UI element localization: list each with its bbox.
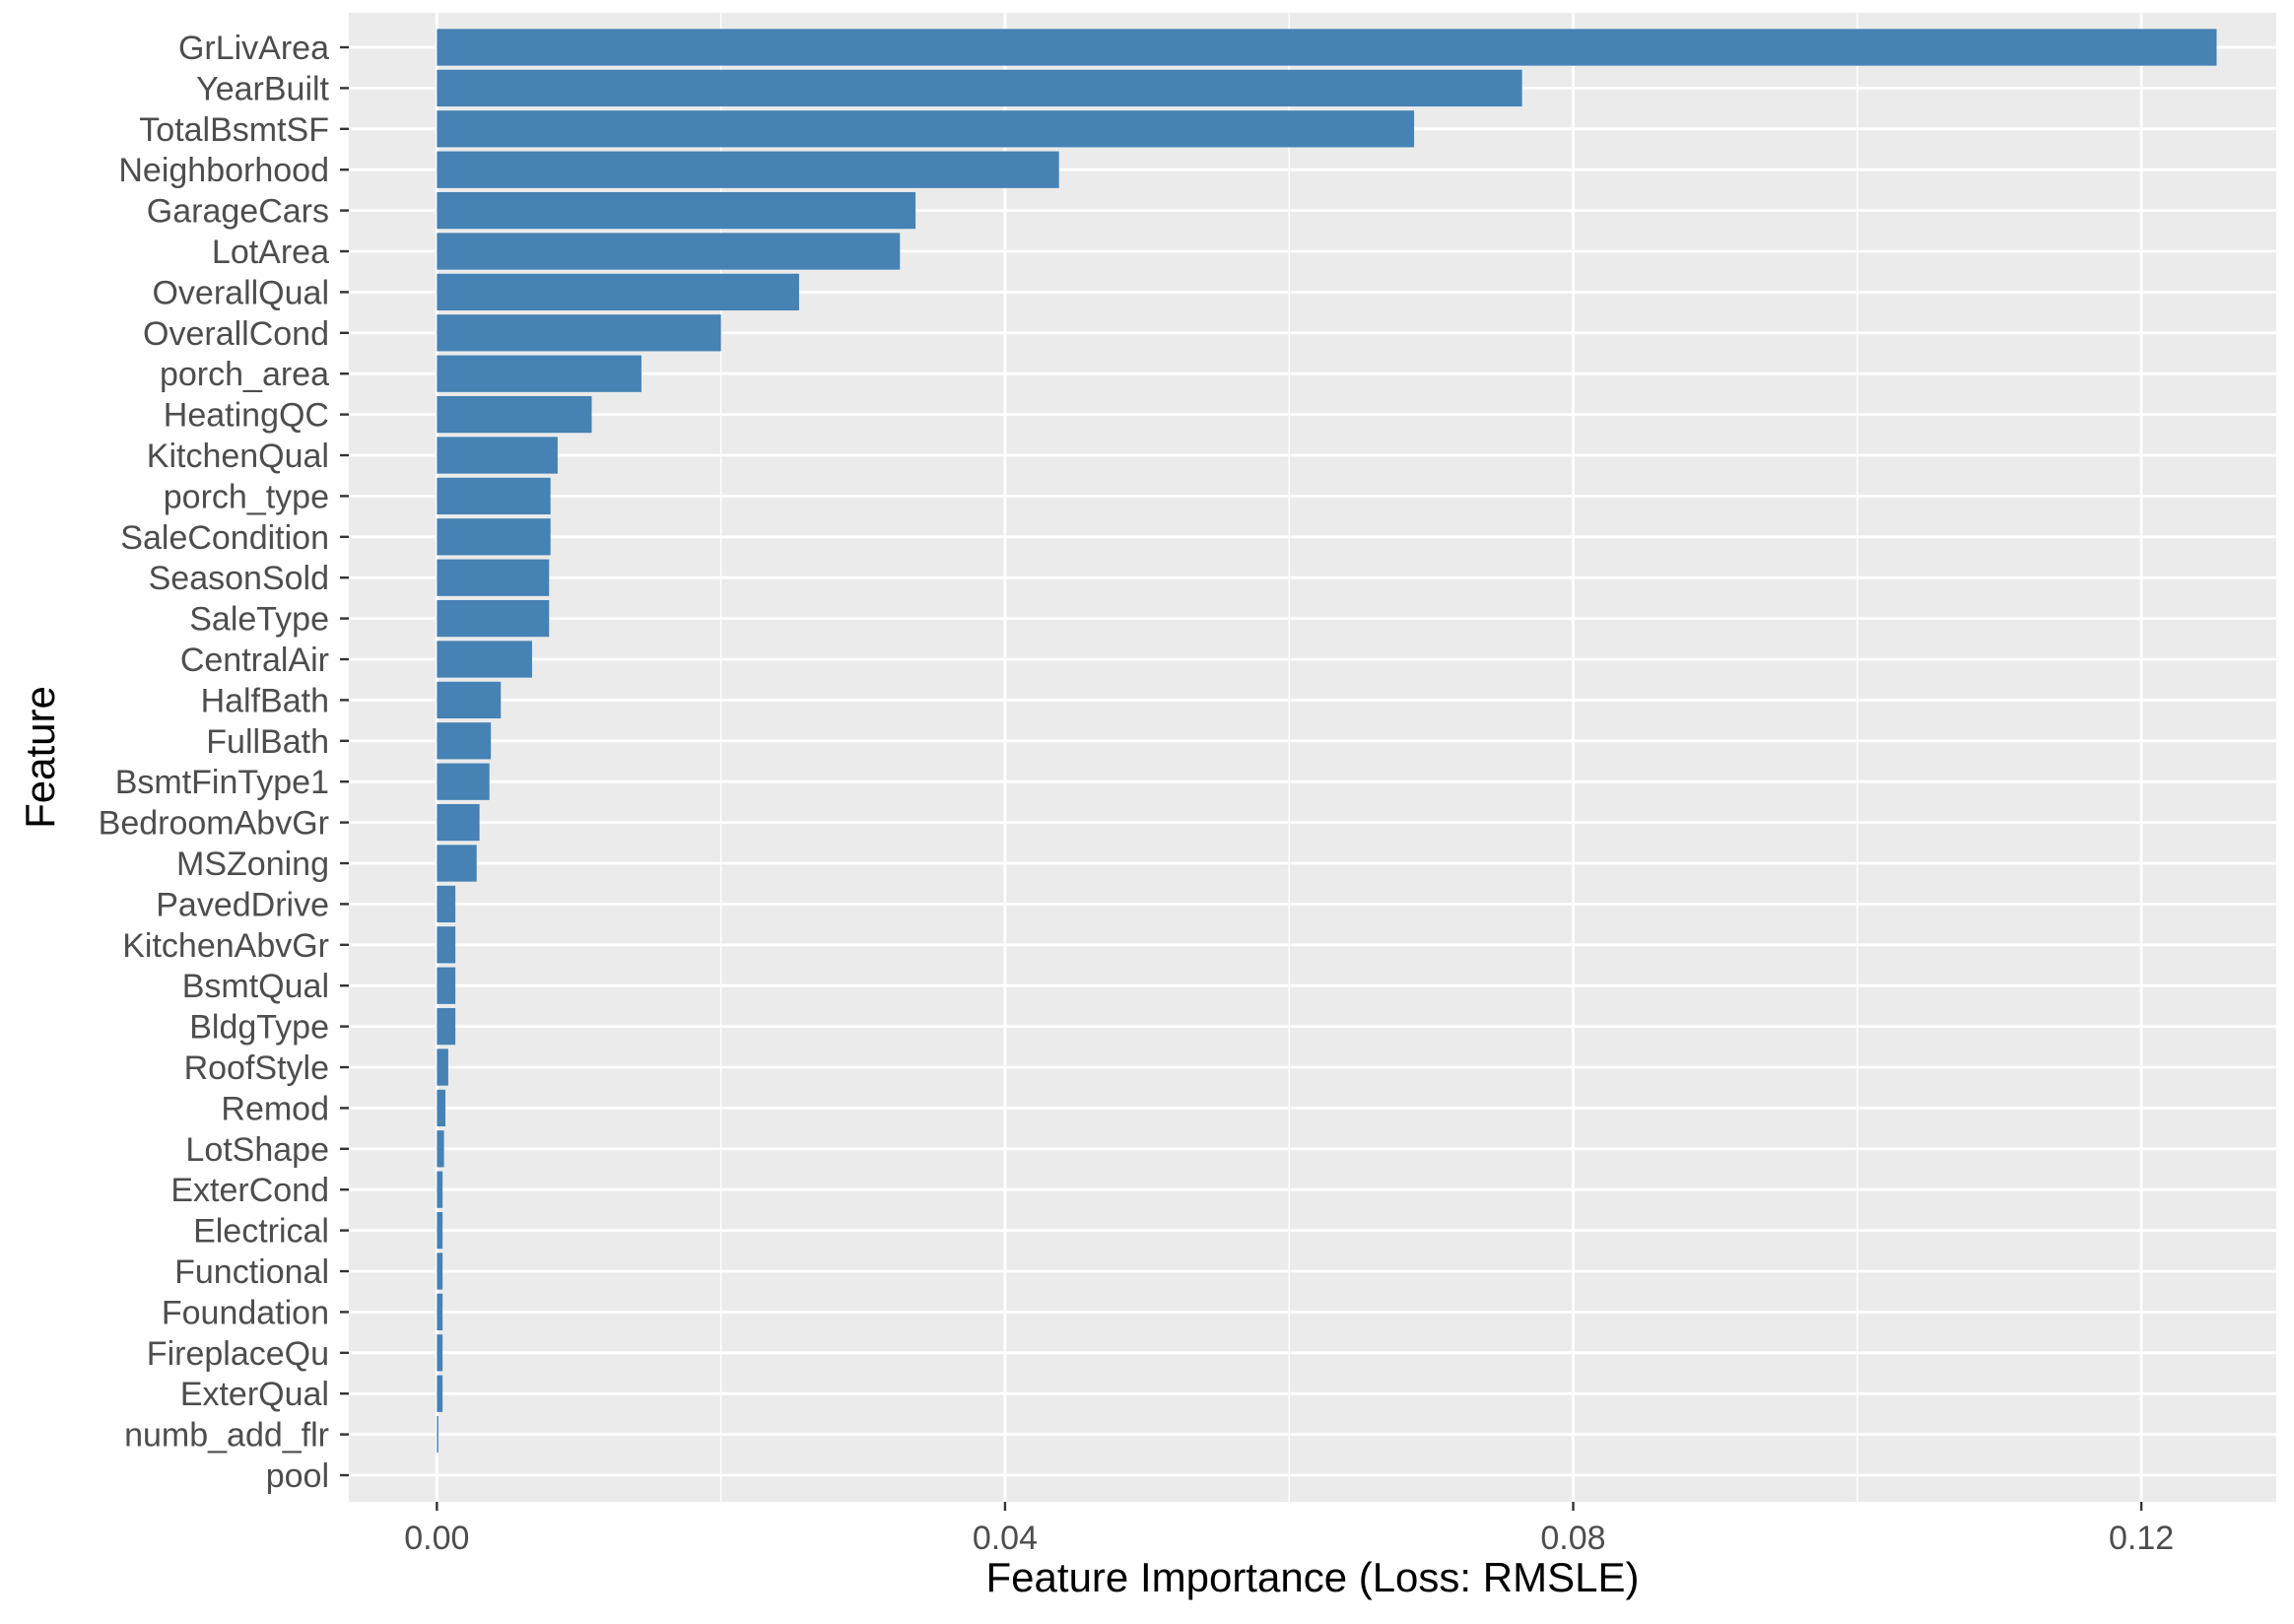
bar-BsmtFinType1 [437, 763, 490, 800]
y-tick-label: Functional [174, 1253, 329, 1291]
bar-TotalBsmtSF [437, 110, 1415, 148]
bar-Foundation [437, 1293, 443, 1331]
y-tick-label: HalfBath [201, 682, 329, 719]
bar-GarageCars [437, 191, 916, 230]
bar-BldgType [437, 1007, 456, 1046]
x-tick-label: 0.12 [2109, 1520, 2174, 1557]
x-tick-label: 0.04 [973, 1520, 1038, 1557]
y-tick-label: porch_area [160, 356, 329, 393]
bar-LotShape [437, 1130, 444, 1168]
bar-GrLivArea [437, 29, 2217, 66]
bar-porch_area [437, 355, 641, 392]
bar-ExterCond [437, 1171, 443, 1208]
y-tick-label: FireplaceQu [147, 1335, 329, 1373]
y-tick-label: YearBuilt [196, 70, 329, 107]
bar-CentralAir [437, 641, 532, 678]
bar-RoofStyle [437, 1049, 448, 1086]
bar-FullBath [437, 722, 492, 760]
x-tick-label: 0.00 [404, 1520, 469, 1557]
bars [437, 29, 2217, 1454]
y-tick-label: Foundation [162, 1294, 329, 1331]
bar-BsmtQual [437, 967, 456, 1004]
y-tick-label: BedroomAbvGr [99, 805, 329, 843]
y-tick-label: ExterQual [180, 1376, 329, 1413]
y-tick-label: OverallQual [152, 274, 329, 311]
y-tick-label: LotArea [212, 234, 329, 271]
x-axis-ticks: 0.00 0.04 0.08 0.12 [404, 1502, 2174, 1557]
y-axis-title: Feature [17, 686, 63, 829]
y-tick-label: MSZoning [176, 846, 329, 883]
y-tick-label: Electrical [193, 1213, 329, 1251]
y-tick-label: ExterCond [170, 1172, 329, 1209]
bar-porch_type [437, 477, 551, 515]
bar-SeasonSold [437, 559, 550, 596]
y-tick-label: porch_type [164, 478, 329, 515]
y-tick-label: numb_add_flr [124, 1417, 329, 1455]
bar-Electrical [437, 1211, 443, 1250]
y-tick-label: GarageCars [147, 193, 329, 231]
y-tick-label: TotalBsmtSF [139, 111, 329, 149]
bar-LotArea [437, 233, 901, 270]
y-tick-label: KitchenAbvGr [122, 927, 329, 965]
y-tick-label: RoofStyle [184, 1049, 329, 1087]
bar-BedroomAbvGr [437, 803, 480, 842]
bar-PavedDrive [437, 885, 456, 923]
y-tick-label: BsmtQual [182, 968, 329, 1005]
y-tick-label: LotShape [185, 1131, 329, 1169]
x-tick-label: 0.08 [1540, 1520, 1605, 1557]
bar-numb_add_flr [437, 1415, 439, 1454]
bar-KitchenAbvGr [437, 926, 456, 964]
bar-Neighborhood [437, 151, 1059, 188]
y-tick-label: GrLivArea [178, 30, 329, 67]
bar-MSZoning [437, 845, 477, 882]
y-tick-label: PavedDrive [156, 886, 329, 923]
bar-Functional [437, 1252, 443, 1290]
y-tick-label: FullBath [206, 723, 329, 761]
y-tick-label: BldgType [189, 1009, 329, 1047]
y-tick-label: KitchenQual [147, 438, 329, 475]
bar-ExterQual [437, 1375, 443, 1412]
y-tick-label: SeasonSold [149, 560, 329, 597]
bar-KitchenQual [437, 437, 558, 474]
bar-OverallQual [437, 273, 799, 311]
y-tick-label: OverallCond [143, 315, 329, 353]
y-tick-label: HeatingQC [164, 397, 329, 435]
y-tick-label: SaleCondition [120, 519, 329, 557]
x-axis-title: Feature Importance (Loss: RMSLE) [986, 1554, 1640, 1600]
y-tick-label: BsmtFinType1 [115, 764, 329, 801]
bar-OverallCond [437, 314, 721, 352]
bar-SaleCondition [437, 518, 551, 556]
bar-HeatingQC [437, 395, 592, 434]
y-tick-label: CentralAir [180, 642, 329, 679]
y-tick-label: Remod [221, 1090, 329, 1127]
y-tick-label: pool [266, 1457, 329, 1495]
bar-Remod [437, 1089, 446, 1127]
bar-HalfBath [437, 681, 502, 719]
bar-YearBuilt [437, 69, 1522, 107]
y-tick-label: Neighborhood [118, 152, 329, 189]
bar-FireplaceQu [437, 1334, 443, 1372]
y-tick-label: SaleType [189, 601, 329, 639]
bar-SaleType [437, 599, 550, 638]
